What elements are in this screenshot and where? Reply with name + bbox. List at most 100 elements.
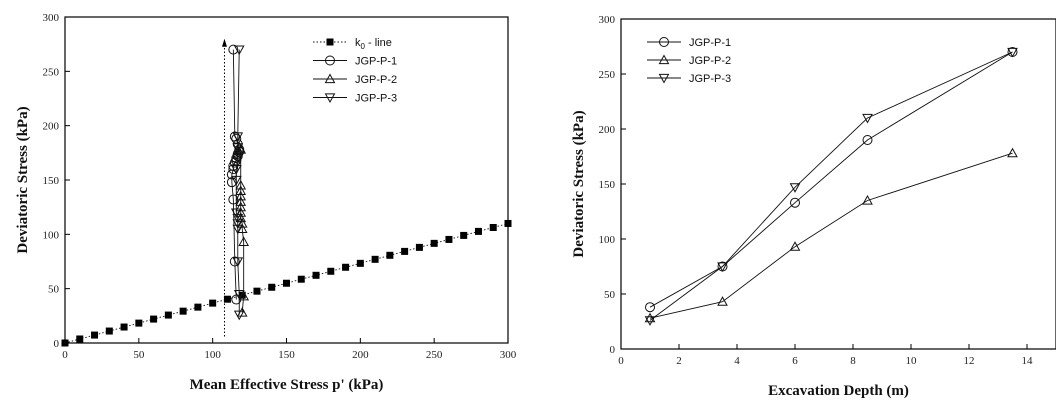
y-tick-label: 150 bbox=[43, 175, 60, 187]
legend-marker bbox=[324, 93, 336, 104]
data-point bbox=[862, 194, 873, 205]
y-tick-label: 200 bbox=[43, 121, 60, 133]
series-jgp-p-2 bbox=[644, 147, 1018, 323]
y-tick-label: 250 bbox=[599, 69, 616, 81]
data-point bbox=[235, 196, 247, 206]
legend-label: JGP-P-3 bbox=[355, 93, 397, 105]
data-point bbox=[76, 335, 84, 343]
data-point bbox=[717, 262, 728, 273]
data-point bbox=[235, 190, 247, 201]
data-point bbox=[789, 183, 801, 193]
series-k0-line bbox=[61, 219, 512, 347]
series-line bbox=[235, 49, 240, 315]
legend-label: JGP-P-1 bbox=[689, 37, 731, 49]
legend-label: JGP-P-2 bbox=[355, 74, 397, 86]
data-point bbox=[229, 256, 240, 267]
legend-label: JGP-P-2 bbox=[689, 55, 731, 67]
data-point bbox=[230, 208, 242, 219]
data-point bbox=[105, 327, 113, 335]
data-point bbox=[194, 303, 202, 311]
data-point bbox=[342, 263, 350, 271]
series-jgp-p-1 bbox=[645, 47, 1018, 313]
legend-marker bbox=[658, 73, 670, 84]
data-point bbox=[235, 201, 247, 212]
data-point bbox=[238, 290, 250, 301]
data-point bbox=[297, 275, 305, 283]
data-point bbox=[238, 236, 250, 247]
y-tick-label: 50 bbox=[48, 284, 60, 296]
y-tick-label: 100 bbox=[599, 234, 616, 246]
series-line bbox=[649, 51, 1013, 308]
data-point bbox=[356, 259, 364, 267]
y-tick-label: 50 bbox=[604, 289, 616, 301]
data-point bbox=[232, 224, 244, 235]
data-point bbox=[312, 271, 320, 279]
data-point bbox=[61, 339, 69, 347]
data-point bbox=[283, 279, 290, 287]
legend-marker bbox=[325, 55, 335, 66]
data-point bbox=[231, 133, 242, 144]
data-point bbox=[644, 316, 656, 326]
data-point bbox=[489, 223, 497, 231]
chart-2: 0 2 4 6 8 10 12 14 0 50 100 150 200 250 300 Excavation … bbox=[571, 14, 1056, 399]
y-axis-label: Deviatoric Stress (kPa) bbox=[571, 110, 587, 257]
data-point bbox=[120, 323, 128, 331]
data-point bbox=[460, 231, 468, 239]
legend-label: JGP-P-1 bbox=[355, 56, 397, 68]
plot-frame bbox=[620, 18, 1056, 350]
x-axis-label: Mean Effective Stress p' (kPa) bbox=[190, 377, 384, 393]
data-point bbox=[268, 283, 276, 291]
data-point bbox=[228, 164, 239, 175]
x-axis-label: Excavation Depth (m) bbox=[768, 383, 909, 399]
x-tick-label: 2 bbox=[676, 355, 682, 367]
data-point bbox=[235, 179, 247, 190]
x-tick-label: 0 bbox=[618, 355, 624, 367]
x-tick-label: 0 bbox=[62, 349, 68, 361]
legend-marker bbox=[658, 54, 670, 65]
data-point bbox=[430, 239, 438, 247]
y-tick-label: 300 bbox=[599, 14, 616, 26]
legend-label: k0 - line bbox=[355, 37, 392, 51]
plot-frame bbox=[64, 16, 509, 344]
data-point bbox=[233, 45, 245, 56]
series-line bbox=[649, 51, 1013, 321]
x-tick-label: 150 bbox=[278, 349, 295, 361]
x-tick-label: 10 bbox=[906, 355, 918, 367]
series-jgp-p-1 bbox=[226, 44, 245, 305]
data-point bbox=[230, 165, 242, 175]
data-point bbox=[253, 287, 261, 295]
data-point bbox=[504, 219, 512, 227]
data-point bbox=[790, 197, 800, 208]
legend-marker bbox=[659, 37, 669, 47]
x-tick-label: 300 bbox=[500, 349, 517, 361]
data-point bbox=[232, 143, 244, 153]
y-tick-label: 0 bbox=[610, 344, 616, 356]
y-tick-label: 100 bbox=[43, 229, 60, 241]
series-line bbox=[649, 152, 1013, 319]
data-point bbox=[371, 255, 379, 263]
x-tick-label: 50 bbox=[133, 349, 145, 361]
legend: k0 - line JGP-P-1 JGP-P-2 JGP-P-3 bbox=[313, 37, 397, 105]
data-point bbox=[232, 219, 244, 229]
arrow-head bbox=[221, 38, 227, 47]
data-point bbox=[233, 310, 245, 321]
chart-1: 0 50 100 150 200 250 300 0 50 100 150 200 250 300 Mean… bbox=[15, 12, 517, 393]
y-tick-label: 150 bbox=[599, 179, 616, 191]
data-point bbox=[327, 267, 335, 275]
data-point bbox=[91, 331, 99, 339]
x-tick-label: 8 bbox=[850, 355, 856, 367]
data-point bbox=[230, 175, 242, 186]
data-point bbox=[233, 141, 245, 152]
x-tick-label: 250 bbox=[426, 349, 443, 361]
x-tick-label: 100 bbox=[204, 349, 221, 361]
data-point bbox=[179, 307, 187, 315]
y-tick-label: 0 bbox=[54, 338, 60, 350]
y-tick-label: 250 bbox=[43, 66, 60, 78]
data-point bbox=[445, 235, 453, 243]
data-point bbox=[645, 302, 655, 313]
y-tick-label: 200 bbox=[599, 124, 616, 136]
x-tick-label: 4 bbox=[734, 355, 740, 367]
data-point bbox=[474, 227, 482, 235]
data-point bbox=[789, 241, 801, 251]
